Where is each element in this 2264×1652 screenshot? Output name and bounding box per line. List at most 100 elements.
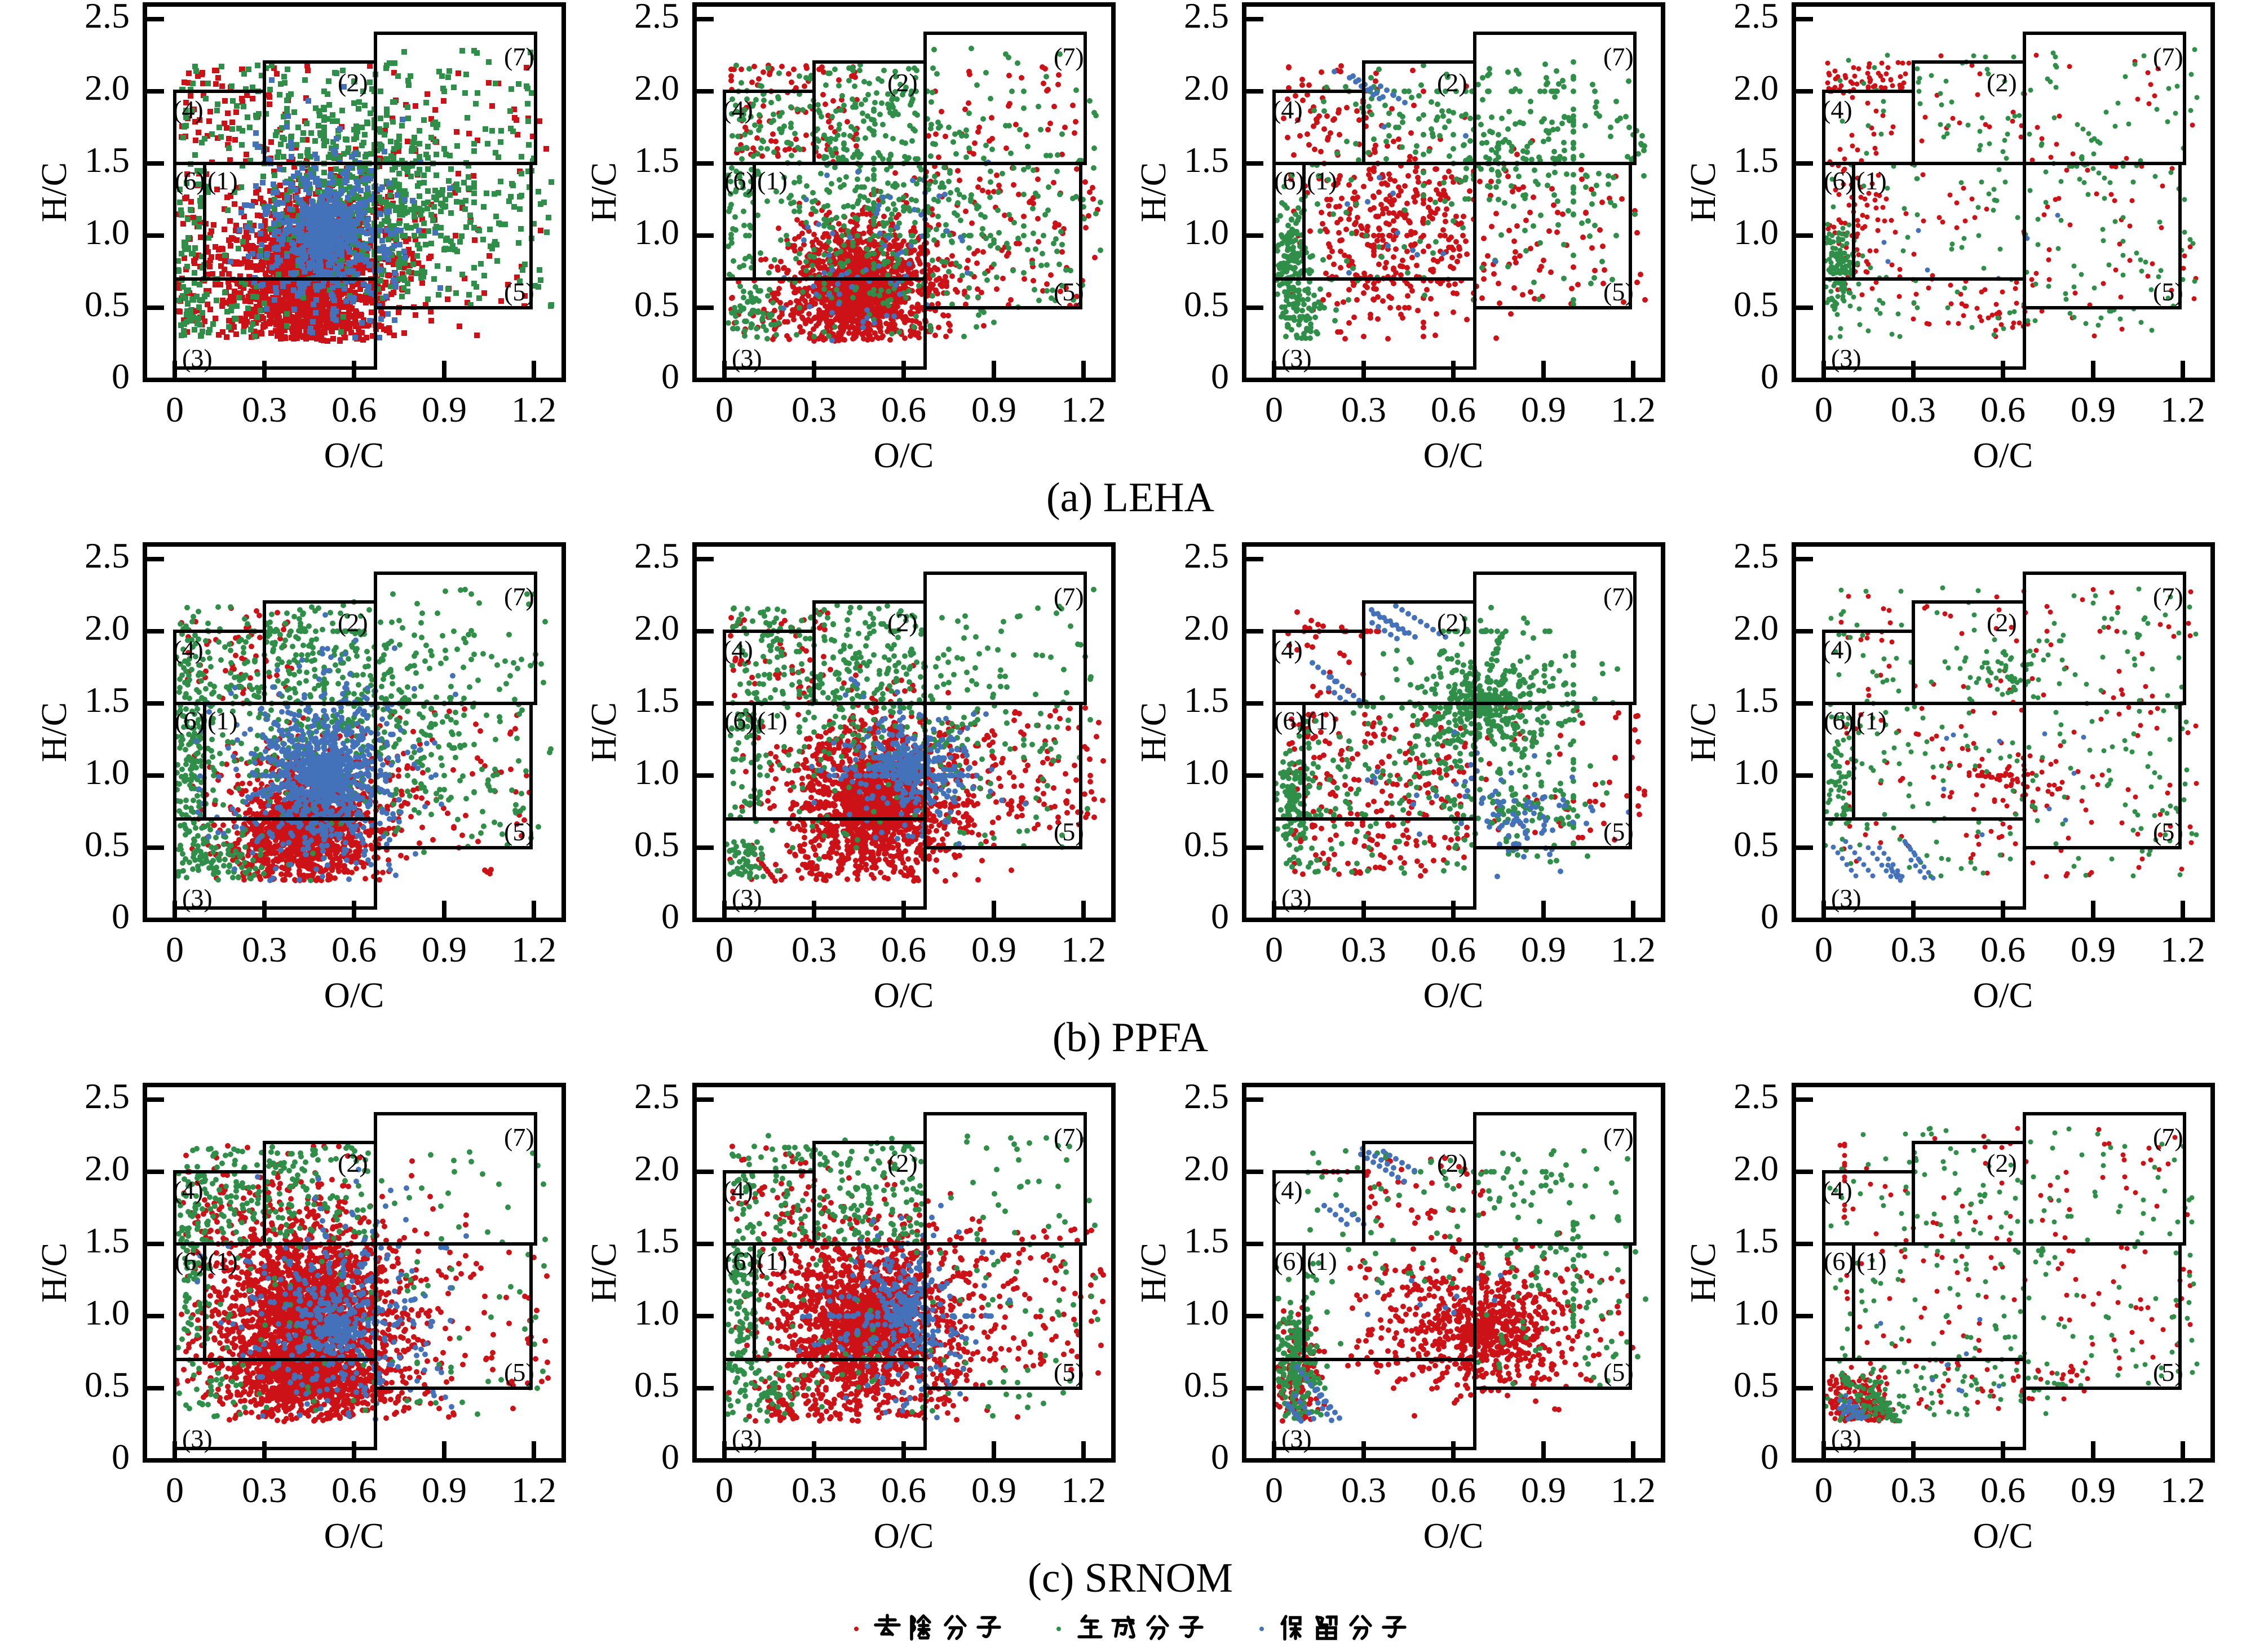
svg-text:0.6: 0.6 [1431,929,1476,969]
svg-text:(6): (6) [1824,166,1854,195]
svg-text:(6): (6) [724,1247,755,1275]
svg-text:0: 0 [112,1437,130,1477]
svg-text:1.2: 1.2 [2160,1470,2205,1510]
svg-text:(3): (3) [1831,1424,1861,1453]
svg-text:O/C: O/C [324,975,384,1015]
svg-text:(1): (1) [207,1247,238,1275]
svg-text:(7): (7) [1603,1123,1634,1151]
svg-text:0: 0 [661,1437,679,1477]
svg-text:(4): (4) [1272,635,1303,664]
svg-text:0.9: 0.9 [2071,929,2116,969]
svg-text:O/C: O/C [874,435,934,475]
svg-text:(1): (1) [757,706,788,735]
svg-text:1.5: 1.5 [1184,1220,1229,1260]
svg-text:2.5: 2.5 [1184,1076,1229,1116]
svg-text:0.3: 0.3 [1341,389,1386,429]
svg-text:0.6: 0.6 [1980,1470,2026,1510]
svg-text:(5): (5) [1603,817,1634,846]
svg-text:(4): (4) [723,635,753,664]
svg-text:(1): (1) [1307,706,1337,735]
svg-text:O/C: O/C [874,1516,934,1556]
svg-text:(6): (6) [175,1247,205,1275]
svg-text:(3): (3) [182,1424,213,1453]
svg-text:0.6: 0.6 [881,1470,926,1510]
svg-text:1.5: 1.5 [1184,680,1229,720]
svg-text:0.5: 0.5 [1734,824,1779,864]
svg-text:(3): (3) [732,884,762,913]
svg-text:H/C: H/C [1133,1243,1173,1303]
svg-text:(5): (5) [2153,277,2183,306]
svg-text:2.0: 2.0 [1184,608,1229,648]
svg-text:(5): (5) [1054,817,1084,846]
svg-text:0.9: 0.9 [971,929,1016,969]
svg-text:0: 0 [1211,896,1229,936]
svg-text:(c) SRNOM: (c) SRNOM [1028,1555,1233,1601]
svg-text:0: 0 [1815,1470,1833,1510]
svg-text:0.3: 0.3 [791,389,837,429]
svg-text:(2): (2) [338,608,368,637]
svg-text:O/C: O/C [874,975,934,1015]
svg-text:2.5: 2.5 [634,535,679,575]
svg-text:(2): (2) [1987,68,2017,97]
svg-text:(3): (3) [1281,344,1312,373]
svg-text:(3): (3) [182,344,213,373]
svg-text:1.0: 1.0 [1184,1292,1229,1332]
svg-text:0.3: 0.3 [791,1470,837,1510]
svg-text:(2): (2) [338,1149,368,1177]
svg-text:2.5: 2.5 [1734,535,1779,575]
svg-text:(4): (4) [1272,1176,1303,1204]
svg-text:H/C: H/C [1683,702,1723,763]
svg-text:2.5: 2.5 [1734,0,1779,36]
svg-text:0.6: 0.6 [331,1470,377,1510]
svg-text:O/C: O/C [324,435,384,475]
svg-text:(6): (6) [724,166,755,195]
svg-text:0.5: 0.5 [634,284,679,324]
svg-text:2.5: 2.5 [1184,535,1229,575]
svg-text:(3): (3) [1281,1424,1312,1453]
svg-text:0.9: 0.9 [422,389,467,429]
svg-text:(6): (6) [1274,706,1305,735]
svg-text:0.9: 0.9 [422,1470,467,1510]
svg-text:(7): (7) [1603,582,1634,611]
svg-text:(5): (5) [1603,277,1634,306]
svg-text:(6): (6) [175,166,205,195]
svg-text:H/C: H/C [1133,702,1173,763]
svg-text:H/C: H/C [34,1243,74,1303]
svg-text:O/C: O/C [1973,975,2033,1015]
svg-text:(7): (7) [2153,1123,2183,1151]
svg-text:(5): (5) [1054,1358,1084,1387]
svg-text:0.5: 0.5 [85,824,130,864]
svg-text:(4): (4) [173,635,204,664]
svg-text:(5): (5) [2153,817,2183,846]
svg-text:0.9: 0.9 [971,1470,1016,1510]
svg-text:0.5: 0.5 [1184,1365,1229,1405]
svg-text:0: 0 [166,929,184,969]
svg-text:1.2: 1.2 [1061,929,1106,969]
svg-text:(2): (2) [338,68,368,97]
svg-text:(2): (2) [1987,608,2017,637]
svg-text:1.2: 1.2 [1061,389,1106,429]
svg-text:0: 0 [1815,929,1833,969]
svg-text:(2): (2) [1437,1149,1467,1177]
svg-text:0.3: 0.3 [242,1470,287,1510]
svg-text:0: 0 [1265,929,1283,969]
svg-text:0: 0 [1761,1437,1779,1477]
svg-text:(4): (4) [1822,95,1852,124]
svg-text:(6): (6) [1824,1247,1854,1275]
svg-text:1.0: 1.0 [1734,752,1779,792]
svg-text:1.5: 1.5 [634,1220,679,1260]
svg-text:(3): (3) [182,884,213,913]
svg-text:0: 0 [166,389,184,429]
svg-text:2.0: 2.0 [1734,608,1779,648]
svg-text:0.9: 0.9 [1521,389,1566,429]
svg-text:(3): (3) [1281,884,1312,913]
svg-text:0.3: 0.3 [1341,1470,1386,1510]
svg-text:(1): (1) [207,166,238,195]
svg-text:0: 0 [1211,356,1229,396]
svg-text:2.5: 2.5 [1734,1076,1779,1116]
svg-text:2.0: 2.0 [1184,68,1229,108]
svg-text:0.9: 0.9 [422,929,467,969]
svg-text:H/C: H/C [34,162,74,223]
svg-text:H/C: H/C [583,162,624,223]
svg-text:(4): (4) [173,95,204,124]
